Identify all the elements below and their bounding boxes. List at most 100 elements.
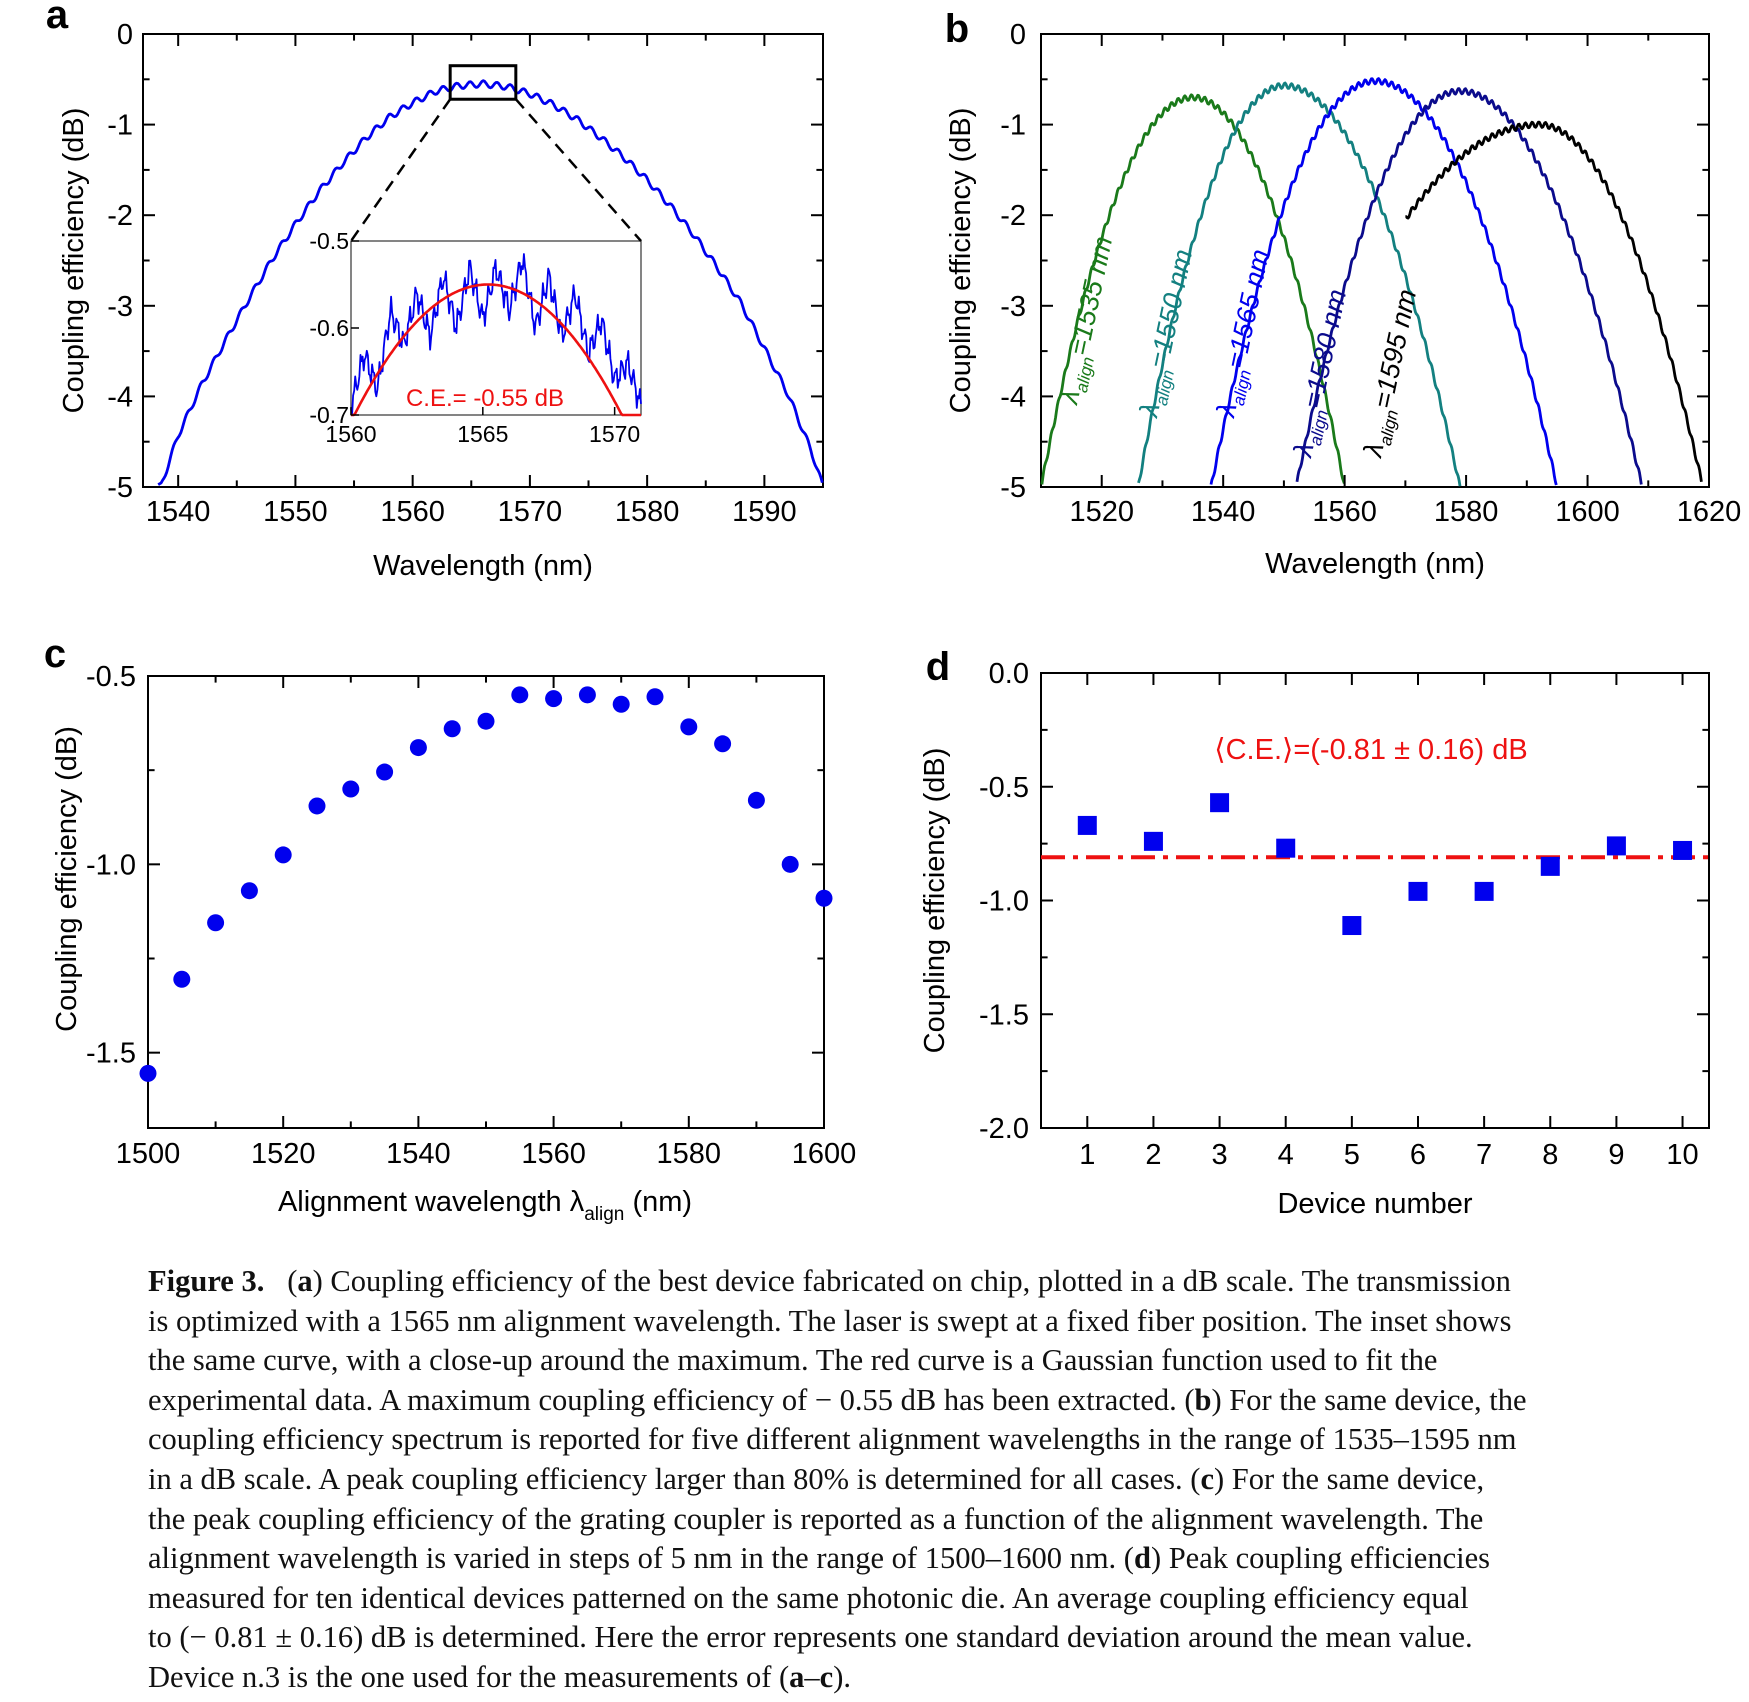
data-point — [1077, 815, 1097, 835]
lambda-subscript: align — [1376, 408, 1402, 447]
y-tick-label: -2 — [107, 200, 133, 232]
inset-y-tick-label: -0.7 — [309, 402, 349, 428]
data-point — [1342, 916, 1362, 936]
x-tick-label: 7 — [1476, 1139, 1492, 1171]
data-point — [240, 882, 258, 900]
data-point — [680, 718, 698, 736]
x-axis-label: Wavelength (nm) — [1265, 548, 1485, 580]
data-point — [1673, 840, 1693, 860]
caption-panel-ref: c — [1200, 1461, 1215, 1496]
data-point — [511, 686, 529, 704]
data-point — [308, 797, 326, 815]
series-line-align-1535 — [1040, 93, 1346, 485]
x-tick-label: 5 — [1344, 1139, 1360, 1171]
caption-line: the peak coupling efficiency of the grat… — [148, 1500, 1738, 1540]
data-point — [714, 735, 732, 753]
caption-line: to (− 0.81 ± 0.16) dB is determined. Her… — [148, 1618, 1738, 1658]
y-tick-label: -2 — [1000, 200, 1026, 232]
x-tick-label: 2 — [1145, 1139, 1161, 1171]
data-point — [612, 695, 630, 713]
panel-letter: a — [46, 0, 69, 37]
caption-text: alignment wavelength is varied in steps … — [148, 1541, 1134, 1576]
panel-letter: c — [44, 632, 66, 676]
data-point — [747, 791, 765, 809]
lambda-subscript: align — [584, 1204, 624, 1225]
x-tick-label: 1600 — [1555, 496, 1620, 528]
caption-panel-ref: c — [819, 1659, 834, 1694]
inset-annotation: C.E.= -0.55 dB — [406, 385, 564, 412]
x-tick-label: 4 — [1278, 1139, 1294, 1171]
zoom-box — [448, 64, 518, 101]
data-point — [207, 914, 225, 932]
caption-text: the same curve, with a close-up around t… — [148, 1343, 1438, 1378]
caption-text: ) Coupling efficiency of the best device… — [312, 1264, 1511, 1298]
plot-frame — [1040, 33, 1710, 488]
data-point — [274, 846, 292, 864]
y-tick-label: -3 — [1000, 291, 1026, 323]
x-tick-label: 3 — [1212, 1139, 1228, 1171]
inset-y-tick-label: -0.5 — [309, 228, 349, 254]
caption-text: is optimized with a 1565 nm alignment wa… — [148, 1303, 1512, 1338]
x-tick-label: 1570 — [498, 496, 563, 528]
data-point — [815, 889, 833, 907]
y-axis-label: Coupling efficiency (dB) — [58, 108, 90, 414]
caption-text: Device n.3 is the one used for the measu… — [148, 1659, 790, 1694]
caption-text: ) For the same device, the — [1211, 1382, 1527, 1417]
y-tick-label: -3 — [107, 291, 133, 323]
series-line-align-1595 — [1404, 120, 1703, 483]
panel-d: 1 2 3 4 5 6 7 8 9 10 0.0 -0.5 -1.0 -1.5 -2.0 Coupling e… — [919, 645, 1710, 1220]
data-point — [1408, 881, 1428, 901]
y-tick-label: -1 — [1000, 110, 1026, 142]
x-tick-label: 1 — [1079, 1139, 1095, 1171]
data-point — [646, 688, 664, 706]
x-tick-label: 1520 — [251, 1138, 316, 1170]
series-label-1550: λalign=1550 nm — [1133, 247, 1203, 423]
series-line-align-1580 — [1295, 87, 1643, 485]
series-label-value: =1565 nm — [1221, 247, 1275, 371]
caption-text: ) For the same device, — [1214, 1461, 1485, 1496]
caption-text: – — [804, 1659, 820, 1694]
caption-panel-ref: b — [1194, 1382, 1212, 1417]
x-axis-label: Wavelength (nm) — [373, 550, 593, 582]
data-point — [1276, 838, 1296, 858]
figure-caption: Figure 3. (a) Coupling efficiency of the… — [148, 1262, 1738, 1698]
data-point — [173, 970, 191, 988]
data-point — [139, 1064, 157, 1082]
y-axis-label: Coupling efficiency (dB) — [945, 108, 977, 414]
x-tick-label: 1580 — [657, 1138, 722, 1170]
series-line-align-1565 — [1209, 77, 1558, 486]
inset-x-tick-label: 1565 — [457, 421, 508, 447]
y-tick-label: -4 — [1000, 381, 1026, 413]
caption-line: Device n.3 is the one used for the measu… — [148, 1658, 1738, 1698]
x-tick-label: 1580 — [615, 496, 680, 528]
series-label-value: =1580 nm — [1298, 287, 1352, 411]
caption-text: the peak coupling efficiency of the grat… — [148, 1501, 1484, 1536]
caption-label: Figure 3. — [148, 1264, 265, 1298]
caption-line: experimental data. A maximum coupling ef… — [148, 1381, 1738, 1421]
y-tick-label: 0 — [117, 19, 133, 51]
data-point — [409, 739, 427, 757]
y-tick-label: -1.5 — [979, 999, 1029, 1031]
panel-c: 1500 1520 1540 1560 1580 1600 -0.5 -1.0 -1.5Coup… — [44, 632, 856, 1225]
caption-line: coupling efficiency spectrum is reported… — [148, 1420, 1738, 1460]
y-tick-label: 0.0 — [989, 658, 1029, 690]
x-tick-label: 10 — [1666, 1139, 1698, 1171]
y-tick-label: -4 — [107, 381, 133, 413]
inset-x-tick-label: 1560 — [325, 421, 376, 447]
series-label-value: =1595 nm — [1368, 287, 1422, 411]
x-tick-label: 1540 — [146, 496, 211, 528]
y-tick-label: -1.0 — [86, 849, 136, 881]
x-tick-label: 8 — [1542, 1139, 1558, 1171]
data-point — [1143, 831, 1163, 851]
x-tick-label: 1500 — [116, 1138, 181, 1170]
x-tick-label: 6 — [1410, 1139, 1426, 1171]
zoom-connector — [349, 98, 452, 242]
series-label-1595: λalign=1595 nm — [1357, 287, 1427, 463]
y-tick-label: -2.0 — [979, 1113, 1029, 1145]
x-tick-label: 1540 — [386, 1138, 451, 1170]
data-point — [1606, 836, 1626, 856]
lambda-subscript: align — [1229, 368, 1255, 407]
x-axis-label-text: Alignment wavelength — [278, 1186, 570, 1218]
caption-panel-ref: a — [789, 1659, 805, 1694]
